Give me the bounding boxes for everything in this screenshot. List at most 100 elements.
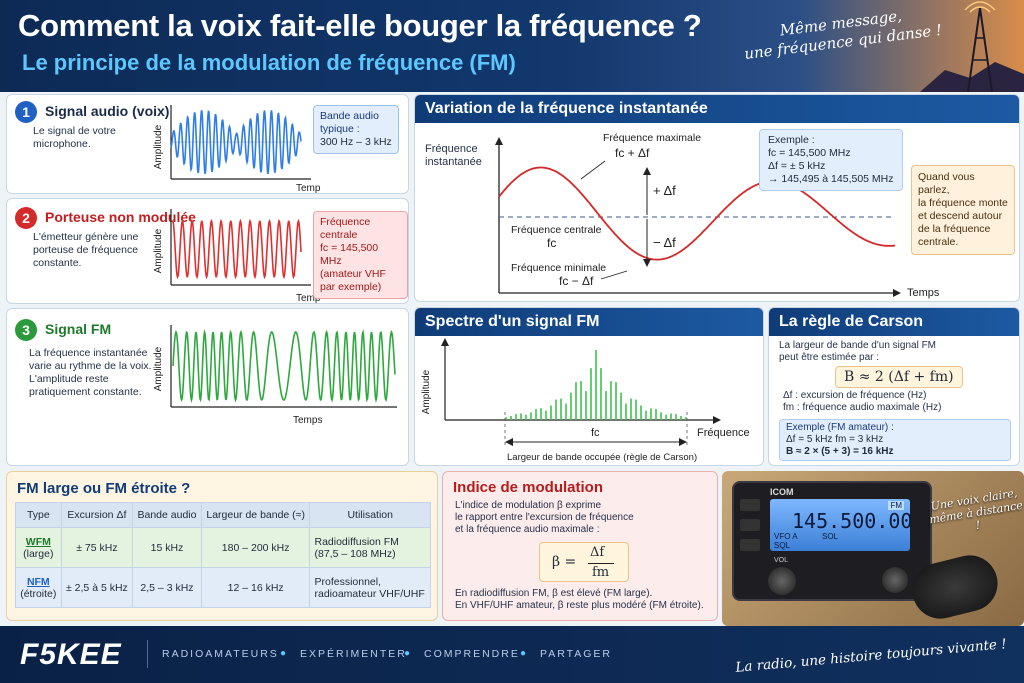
center-freq-label: Fréquence centrale xyxy=(511,224,602,236)
max-freq-formula: fc + Δf xyxy=(615,146,650,160)
axis-label-x: Temps xyxy=(296,293,321,304)
use-cell: Radiodiffusion FM (87,5 – 108 MHz) xyxy=(309,527,431,568)
carson-description: La largeur de bande d'un signal FM peut … xyxy=(779,340,936,364)
type-name: NFM xyxy=(26,575,50,588)
bullet-icon: ● xyxy=(520,648,527,659)
col-header: Largeur de bande (≈) xyxy=(200,502,311,528)
axis-label-y: Amplitude xyxy=(421,369,432,414)
header-banner: Comment la voix fait-elle bouger la fréq… xyxy=(0,0,1024,92)
desc-line: varie au rythme de la voix. xyxy=(29,360,152,372)
desc-line: pratiquement constante. xyxy=(29,386,142,398)
footer: F5KEE RADIOAMATEURS ● EXPÉRIMENTER ● COM… xyxy=(0,626,1024,683)
fm-waveform-plot: Amplitude Temps xyxy=(153,325,397,426)
carson-rule-panel: La règle de Carson La largeur de bande d… xyxy=(768,307,1020,466)
axis-label-x: Temps xyxy=(293,415,322,426)
carrier-waveform-plot: Amplitude Temps xyxy=(153,209,321,304)
axis-label-y: Amplitude xyxy=(153,124,164,169)
variation-axis-y-label: Fréquence instantanée xyxy=(425,143,482,169)
callout-line: fc = 145,500 MHz xyxy=(320,242,379,267)
use-line: Radiodiffusion FM xyxy=(314,535,399,548)
callout-line: Bande audio xyxy=(320,110,379,122)
fm-signal-title: Signal FM xyxy=(45,321,112,337)
audio-band-callout: Bande audio typique : 300 Hz – 3 kHz xyxy=(313,105,399,154)
callout-line: (amateur VHF xyxy=(320,268,386,280)
table-cell: 15 kHz xyxy=(132,527,202,568)
radio-display: 145.500.00 FM VFO A SQL SOL xyxy=(770,499,913,551)
minus-df-label: − Δf xyxy=(653,235,676,250)
desc-line: et la fréquence audio maximale : xyxy=(455,524,600,535)
volume-knob[interactable] xyxy=(768,567,796,595)
carrier-title: Porteuse non modulée xyxy=(45,209,196,225)
example-line: B ≈ 2 × (5 + 3) = 16 kHz xyxy=(786,446,894,457)
center-frequency-callout: Fréquence centrale fc = 145,500 MHz (ama… xyxy=(313,211,408,299)
footer-item: COMPRENDRE xyxy=(424,648,520,660)
use-line: Professionnel, xyxy=(314,575,382,588)
tuning-knob[interactable] xyxy=(882,567,908,593)
example-line: Exemple (FM amateur) : xyxy=(786,422,894,433)
comparison-table: Type Excursion Δf Bande audio Largeur de… xyxy=(15,502,431,608)
index-formula: β = Δf fm xyxy=(539,542,629,582)
use-line: (87,5 – 108 MHz) xyxy=(314,547,396,560)
radio-tower-icon xyxy=(920,1,1024,92)
formula-left: β = xyxy=(552,554,577,570)
desc-line: L'indice de modulation β exprime xyxy=(455,500,602,511)
bullet-icon: ● xyxy=(404,648,411,659)
fm-spectrum-plot: Amplitude Fréquence fc Largeur de bande … xyxy=(421,338,750,463)
desc-line: L'émetteur génère une xyxy=(33,231,139,243)
radio-button[interactable] xyxy=(740,499,760,511)
radio-transceiver-illustration: ICOM 145.500.00 FM VFO A SQL SOL VOL Une… xyxy=(722,471,1024,626)
type-cell: NFM (étroite) xyxy=(15,567,62,608)
col-header: Bande audio xyxy=(132,502,202,528)
radio-slogan: Une voix claire, même à distance ! xyxy=(926,486,1024,540)
index-note: En radiodiffusion FM, β est élevé (FM la… xyxy=(455,588,704,612)
carrier-description: L'émetteur génère une porteuse de fréque… xyxy=(33,231,138,270)
bandwidth-label: Largeur de bande occupée (règle de Carso… xyxy=(507,452,697,463)
plus-df-label: + Δf xyxy=(653,183,676,198)
footer-item: PARTAGER xyxy=(540,648,613,660)
note-line: de la fréquence xyxy=(918,223,991,235)
audio-signal-panel: 1 Signal audio (voix) Le signal de votre… xyxy=(6,94,409,194)
max-freq-label: Fréquence maximale xyxy=(603,132,701,144)
radio-mode: FM xyxy=(888,501,904,510)
desc-line: microphone. xyxy=(33,138,91,150)
step-number: 1 xyxy=(15,101,37,123)
radio-brand: ICOM xyxy=(770,487,794,497)
carrier-panel: 2 Porteuse non modulée L'émetteur génère… xyxy=(6,198,409,304)
footer-brand: F5KEE xyxy=(20,638,122,671)
header-tagline: Même message, une fréquence qui danse ! xyxy=(740,2,943,64)
type-sub: (large) xyxy=(23,547,54,560)
comparison-table-wrap: Type Excursion Δf Bande audio Largeur de… xyxy=(15,502,431,608)
spectrum-panel: Spectre d'un signal FM Amplitude Fréquen… xyxy=(414,307,764,466)
formula-denominator: fm xyxy=(592,565,610,580)
axis-label-line: instantanée xyxy=(425,156,482,168)
desc-line: constante. xyxy=(33,257,82,269)
table-cell: 180 – 200 kHz xyxy=(200,527,311,568)
type-name: WFM xyxy=(25,535,51,548)
footer-slogan: La radio, une histoire toujours vivante … xyxy=(734,636,1008,676)
table-row: WFM (large) ± 75 kHz 15 kHz 180 – 200 kHz… xyxy=(15,527,431,568)
fm-comparison-panel: FM large ou FM étroite ? Type Excursion … xyxy=(6,471,438,621)
radio-button[interactable] xyxy=(740,519,760,531)
step-number: 2 xyxy=(15,207,37,229)
col-header: Type xyxy=(15,502,62,528)
volume-label: VOL xyxy=(774,557,789,564)
formula-numerator: Δf xyxy=(590,545,605,560)
use-cell: Professionnel, radioamateur VHF/UHF xyxy=(309,567,431,608)
example-line: Δf = ± 5 kHz xyxy=(768,160,826,172)
radio-button[interactable] xyxy=(740,539,760,551)
page-title: Comment la voix fait-elle bouger la fréq… xyxy=(18,8,702,43)
fraction-bar xyxy=(588,563,614,564)
frequency-variation-panel: Variation de la fréquence instantanée Fr… xyxy=(414,94,1020,302)
audio-description: Le signal de votre microphone. xyxy=(33,125,116,151)
note-line: et descend autour xyxy=(918,210,1003,222)
callout-line: Fréquence centrale xyxy=(320,216,371,241)
table-cell: ± 75 kHz xyxy=(60,527,134,568)
table-cell: 2,5 – 3 kHz xyxy=(132,567,202,608)
radio-frequency-readout: 145.500.00 xyxy=(792,509,913,533)
example-line: Δf = 5 kHz fm = 3 kHz xyxy=(786,434,884,445)
frequency-variation-plot: + Δf − Δf Fréquence maximale fc + Δf Fré… xyxy=(495,132,940,299)
example-line: fc = 145,500 MHz xyxy=(768,147,851,159)
type-sub: (étroite) xyxy=(20,587,57,600)
callout-line: typique : xyxy=(320,123,360,135)
page-subtitle: Le principe de la modulation de fréquenc… xyxy=(22,50,516,75)
